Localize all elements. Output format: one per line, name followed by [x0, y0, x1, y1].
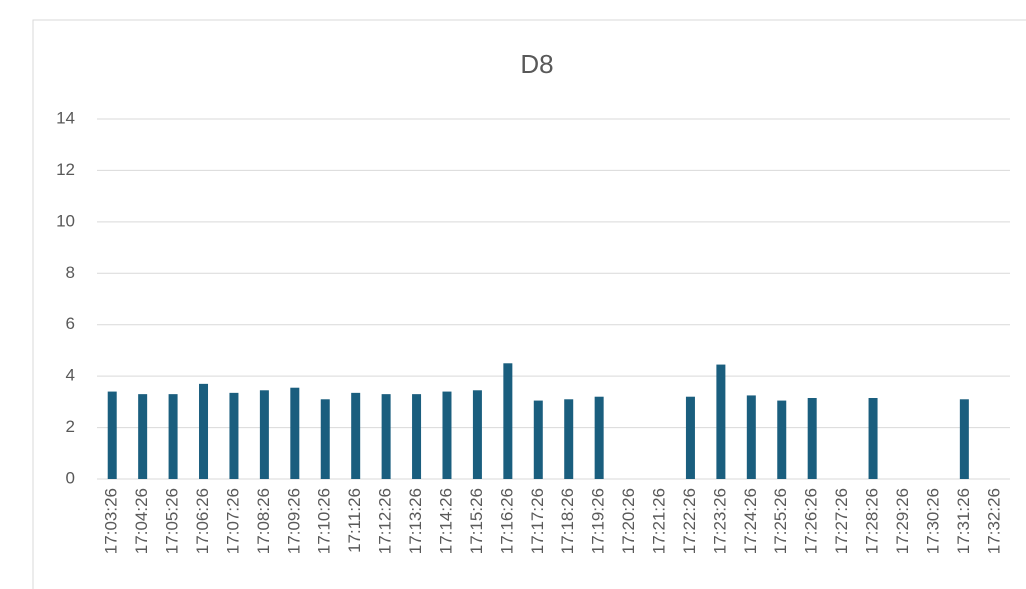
bar — [503, 363, 513, 479]
bar — [685, 396, 695, 479]
x-tick-label: 17:13:26 — [406, 488, 425, 554]
bar — [107, 391, 117, 479]
bar — [564, 399, 574, 479]
x-tick-label: 17:17:26 — [528, 488, 547, 554]
bar — [594, 396, 604, 479]
bar — [959, 399, 969, 479]
x-tick-label: 17:08:26 — [254, 488, 273, 554]
x-tick-label: 17:30:26 — [923, 488, 942, 554]
bar — [290, 387, 300, 479]
bar — [412, 394, 422, 479]
bar — [868, 398, 878, 479]
x-tick-label: 17:18:26 — [558, 488, 577, 554]
x-tick-label: 17:29:26 — [893, 488, 912, 554]
x-tick-label: 17:32:26 — [984, 488, 1003, 554]
x-tick-label: 17:03:26 — [102, 488, 121, 554]
x-tick-label: 17:04:26 — [132, 488, 151, 554]
y-tick-label: 2 — [66, 417, 75, 436]
y-tick-label: 4 — [66, 366, 75, 385]
x-tick-label: 17:05:26 — [163, 488, 182, 554]
x-tick-label: 17:12:26 — [376, 488, 395, 554]
x-tick-label: 17:22:26 — [680, 488, 699, 554]
bar — [351, 392, 361, 479]
y-tick-label: 0 — [66, 468, 75, 487]
x-tick-label: 17:14:26 — [436, 488, 455, 554]
bar — [777, 400, 787, 479]
x-tick-label: 17:19:26 — [589, 488, 608, 554]
chart-frame — [32, 19, 1026, 589]
bar — [442, 391, 452, 479]
x-tick-label: 17:21:26 — [650, 488, 669, 554]
chart-title: D8 — [520, 49, 553, 79]
bar — [472, 390, 482, 479]
y-tick-label: 8 — [66, 263, 75, 282]
bar — [229, 392, 239, 479]
bar — [533, 400, 543, 479]
bar — [138, 394, 148, 479]
bar — [259, 390, 269, 479]
bar — [807, 398, 817, 479]
y-tick-label: 12 — [56, 160, 75, 179]
x-tick-label: 17:09:26 — [284, 488, 303, 554]
bar — [746, 395, 756, 479]
x-tick-label: 17:11:26 — [345, 488, 364, 553]
bar — [199, 383, 209, 479]
x-tick-label: 17:15:26 — [467, 488, 486, 554]
x-tick-label: 17:06:26 — [193, 488, 212, 554]
bar — [320, 399, 330, 479]
x-tick-label: 17:25:26 — [771, 488, 790, 554]
x-tick-label: 17:20:26 — [619, 488, 638, 554]
x-tick-label: 17:28:26 — [863, 488, 882, 554]
x-tick-label: 17:23:26 — [710, 488, 729, 554]
x-tick-label: 17:31:26 — [954, 488, 973, 554]
x-tick-label: 17:24:26 — [741, 488, 760, 554]
bar — [168, 394, 178, 479]
x-tick-label: 17:10:26 — [315, 488, 334, 554]
bar — [381, 394, 391, 479]
x-tick-label: 17:26:26 — [802, 488, 821, 554]
x-tick-label: 17:16:26 — [497, 488, 516, 554]
bar — [716, 364, 726, 479]
y-tick-label: 6 — [66, 314, 75, 333]
x-tick-label: 17:07:26 — [223, 488, 242, 554]
y-tick-label: 14 — [56, 108, 75, 127]
y-tick-label: 10 — [56, 211, 75, 230]
x-tick-label: 17:27:26 — [832, 488, 851, 554]
